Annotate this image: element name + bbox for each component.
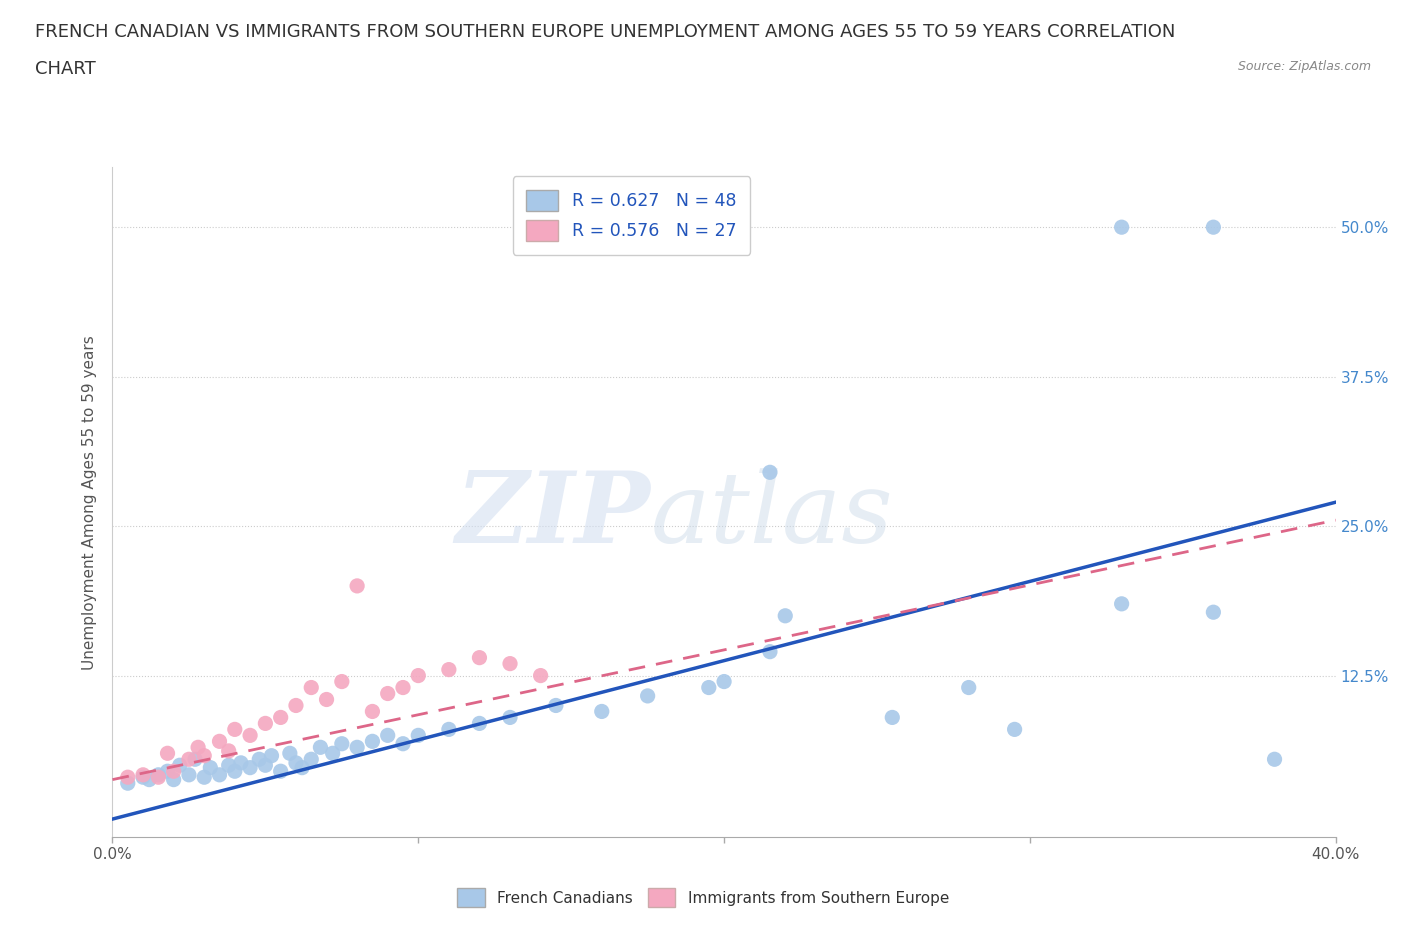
Point [361, 734, 384, 749]
Point [1202, 219, 1225, 234]
Point [284, 698, 308, 713]
Point [169, 758, 191, 773]
Text: Source: ZipAtlas.com: Source: ZipAtlas.com [1237, 60, 1371, 73]
Point [229, 755, 252, 770]
Point [187, 740, 209, 755]
Point [377, 728, 399, 743]
Point [117, 776, 139, 790]
Point [637, 688, 659, 703]
Point [1004, 722, 1026, 737]
Point [544, 698, 567, 713]
Point [377, 686, 399, 701]
Y-axis label: Unemployment Among Ages 55 to 59 years: Unemployment Among Ages 55 to 59 years [82, 335, 97, 670]
Point [156, 764, 179, 778]
Point [291, 760, 314, 775]
Point [392, 737, 415, 751]
Point [346, 578, 368, 593]
Point [1264, 751, 1286, 766]
Point [184, 751, 207, 766]
Point [239, 760, 262, 775]
Point [177, 751, 200, 766]
Point [156, 746, 179, 761]
Point [208, 734, 231, 749]
Point [530, 668, 553, 683]
Text: atlas: atlas [651, 468, 893, 564]
Point [254, 716, 277, 731]
Point [309, 740, 332, 755]
Point [713, 674, 735, 689]
Text: ZIP: ZIP [456, 468, 651, 564]
Legend: French Canadians, Immigrants from Southern Europe: French Canadians, Immigrants from Southe… [451, 883, 955, 913]
Point [254, 758, 277, 773]
Point [591, 704, 613, 719]
Point [208, 767, 231, 782]
Point [299, 680, 322, 695]
Text: CHART: CHART [35, 60, 96, 78]
Point [468, 716, 491, 731]
Point [132, 767, 155, 782]
Point [468, 650, 491, 665]
Point [408, 728, 430, 743]
Point [1111, 219, 1133, 234]
Point [499, 710, 522, 724]
Point [392, 680, 415, 695]
Point [759, 644, 782, 659]
Point [775, 608, 797, 623]
Point [177, 767, 200, 782]
Point [330, 737, 353, 751]
Point [278, 746, 301, 761]
Point [759, 465, 782, 480]
Point [361, 704, 384, 719]
Point [247, 751, 270, 766]
Point [260, 749, 283, 764]
Point [346, 740, 368, 755]
Point [138, 772, 160, 787]
Point [163, 772, 186, 787]
Point [193, 749, 215, 764]
Point [697, 680, 720, 695]
Point [437, 722, 460, 737]
Point [224, 722, 246, 737]
Point [148, 770, 170, 785]
Point [193, 770, 215, 785]
Point [408, 668, 430, 683]
Point [315, 692, 337, 707]
Point [322, 746, 344, 761]
Point [270, 764, 292, 778]
Point [299, 751, 322, 766]
Point [1202, 604, 1225, 619]
Point [132, 770, 155, 785]
Point [218, 743, 240, 758]
Point [1111, 596, 1133, 611]
Point [284, 755, 308, 770]
Point [499, 657, 522, 671]
Point [117, 770, 139, 785]
Point [270, 710, 292, 724]
Text: FRENCH CANADIAN VS IMMIGRANTS FROM SOUTHERN EUROPE UNEMPLOYMENT AMONG AGES 55 TO: FRENCH CANADIAN VS IMMIGRANTS FROM SOUTH… [35, 23, 1175, 41]
Point [148, 767, 170, 782]
Point [239, 728, 262, 743]
Point [218, 758, 240, 773]
Point [200, 760, 222, 775]
Legend: R = 0.627   N = 48, R = 0.576   N = 27: R = 0.627 N = 48, R = 0.576 N = 27 [513, 176, 751, 255]
Point [957, 680, 980, 695]
Point [437, 662, 460, 677]
Point [882, 710, 904, 724]
Point [224, 764, 246, 778]
Point [330, 674, 353, 689]
Point [163, 764, 186, 778]
